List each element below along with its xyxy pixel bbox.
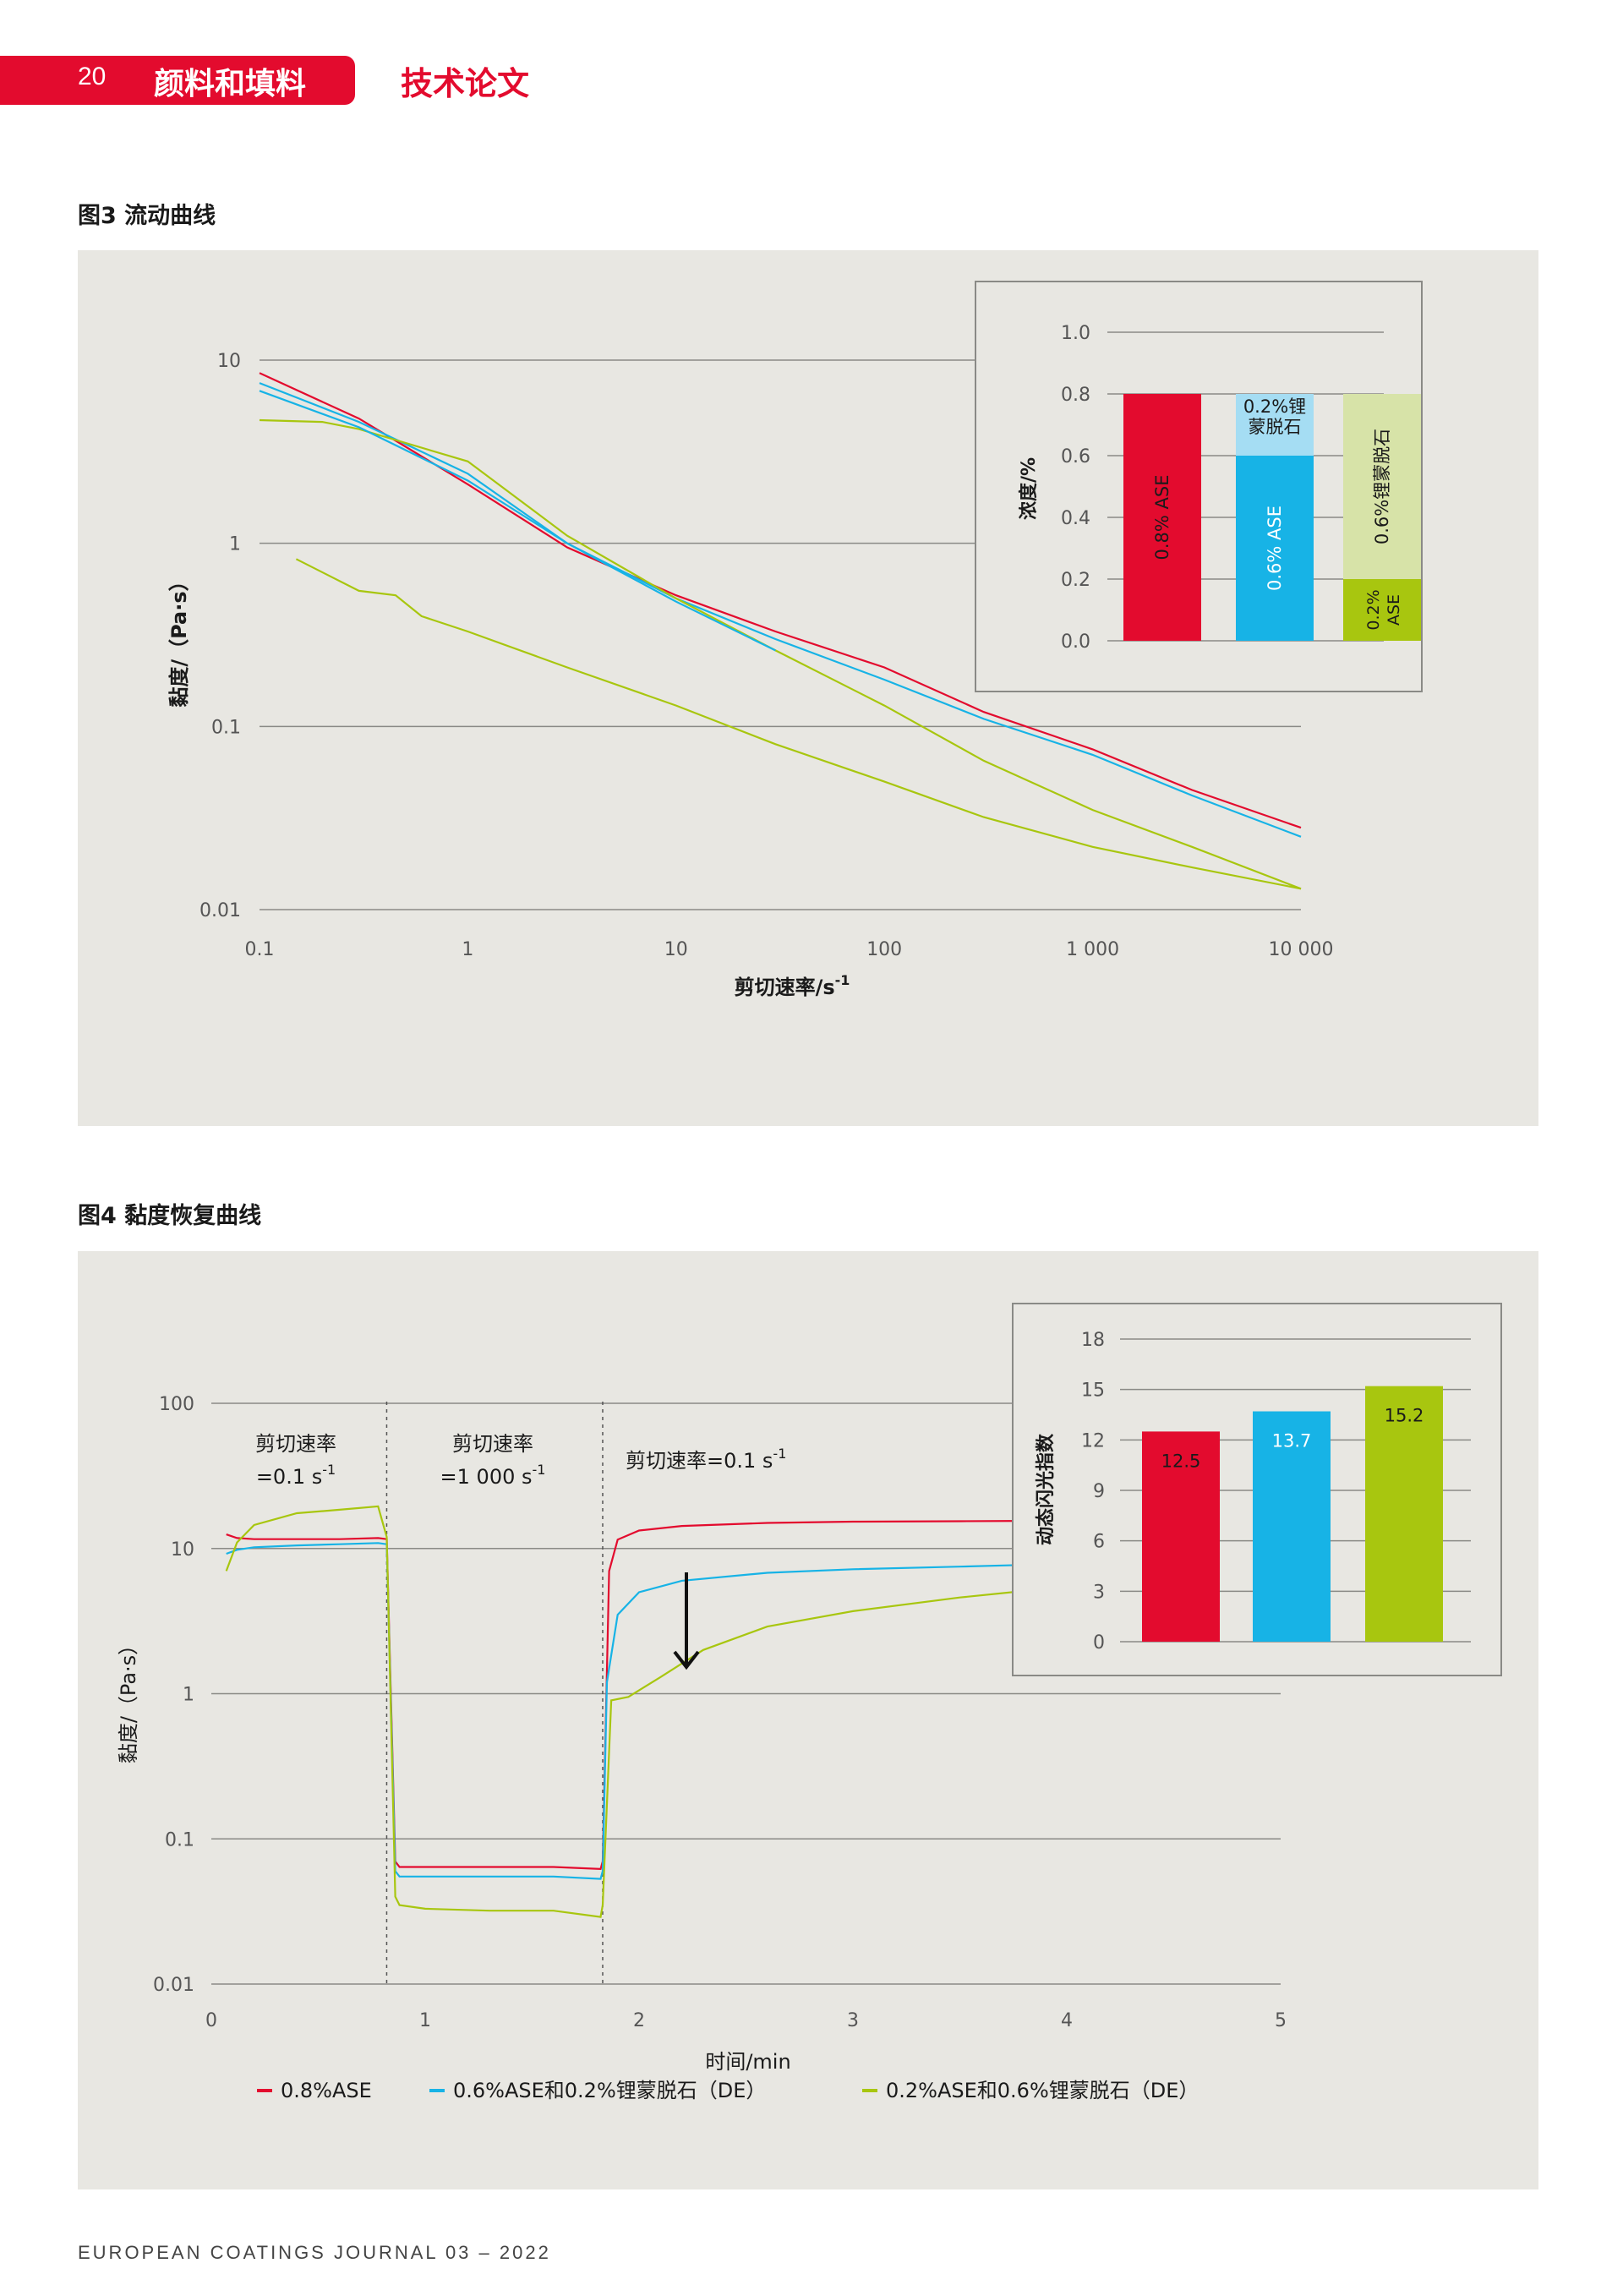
inset-y-tick-label: 1.0 xyxy=(1061,323,1090,344)
y-axis-label: 黏度/（Pa·s） xyxy=(167,571,191,707)
bar-segment-label-cont: 蒙脱石 xyxy=(1249,417,1302,437)
y-tick-label: 0.1 xyxy=(165,1829,194,1850)
figure3-panel: 10 1 0.1 0.01 0.1 1 10 100 1 000 10 000 剪切速率/s-1 黏度… xyxy=(78,250,1538,1126)
journal-footer: EUROPEAN COATINGS JOURNAL 03 – 2022 xyxy=(78,2242,551,2263)
bar-segment-label: 0.6%锂蒙脱石 xyxy=(1372,429,1392,544)
y-tick-label: 10 xyxy=(217,351,241,372)
inset-y-tick-label: 15 xyxy=(1081,1380,1105,1402)
inset-y-axis-label: 动态闪光指数 xyxy=(1035,1433,1057,1545)
bar-segment-label: 0.2% xyxy=(1364,589,1383,630)
inset-y-axis-label: 浓度/% xyxy=(1018,457,1040,520)
x-tick-label: 1 xyxy=(462,939,473,960)
x-tick-label: 3 xyxy=(847,2010,859,2031)
gloss-bar xyxy=(1142,1431,1220,1642)
concentration-bar-segment xyxy=(1236,394,1314,456)
figure3-title: 图3 流动曲线 xyxy=(78,203,216,229)
x-axis-label: 时间/min xyxy=(705,2050,790,2074)
x-tick-label: 5 xyxy=(1275,2010,1287,2031)
concentration-bar-segment xyxy=(1343,579,1421,641)
inset-y-tick-label: 6 xyxy=(1093,1532,1105,1553)
gloss-bar xyxy=(1253,1411,1331,1642)
y-tick-label: 1 xyxy=(229,534,241,555)
inset-y-tick-label: 0 xyxy=(1093,1632,1105,1654)
series-line-blue xyxy=(259,382,1302,838)
legend-label: 0.2%ASE和0.6%锂蒙脱石（DE） xyxy=(886,2079,1199,2102)
series-line-green xyxy=(259,418,1302,890)
x-tick-label: 10 000 xyxy=(1269,939,1334,960)
inset-y-tick-label: 0.6 xyxy=(1061,446,1090,467)
annotation-phase1-rate: =0.1 s-1 xyxy=(256,1462,336,1489)
bar-segment-label-cont: ASE xyxy=(1385,594,1403,626)
gloss-bar xyxy=(1365,1386,1443,1642)
gloss-bar-value-label: 15.2 xyxy=(1385,1406,1424,1426)
legend-label: 0.8%ASE xyxy=(281,2079,372,2102)
concentration-bar-segment xyxy=(1123,394,1201,641)
series-line-blue xyxy=(259,390,776,652)
y-tick-label: 0.1 xyxy=(211,717,241,738)
inset-y-tick-label: 9 xyxy=(1093,1481,1105,1502)
inset-y-tick-label: 18 xyxy=(1081,1330,1105,1351)
y-axis-label: 黏度/（Pa·s） xyxy=(117,1635,140,1763)
concentration-bar-segment xyxy=(1236,456,1314,641)
gloss-bar-value-label: 13.7 xyxy=(1272,1431,1312,1451)
y-tick-label: 100 xyxy=(159,1394,194,1415)
inset-y-tick-label: 0.4 xyxy=(1061,508,1090,529)
legend-label: 0.6%ASE和0.2%锂蒙脱石（DE） xyxy=(453,2079,766,2102)
x-tick-label: 1 000 xyxy=(1066,939,1119,960)
series-line-green xyxy=(295,558,1302,890)
x-tick-label: 0 xyxy=(205,2010,217,2031)
x-tick-label: 4 xyxy=(1061,2010,1073,2031)
section-title: 颜料和填料 xyxy=(154,67,307,101)
inset-y-tick-label: 3 xyxy=(1093,1582,1105,1603)
annotation-phase2-rate: =1 000 s-1 xyxy=(440,1462,546,1489)
header-bar xyxy=(0,56,355,105)
annotation-phase1: 剪切速率 xyxy=(255,1432,336,1456)
series-line-red xyxy=(226,1520,1025,1871)
gloss-bar-value-label: 12.5 xyxy=(1161,1451,1201,1471)
annotation-phase3: 剪切速率=0.1 s-1 xyxy=(626,1446,786,1473)
inset-y-tick-label: 0.0 xyxy=(1061,631,1090,653)
x-tick-label: 100 xyxy=(866,939,902,960)
y-tick-label: 0.01 xyxy=(199,900,241,921)
x-tick-label: 2 xyxy=(633,2010,645,2031)
y-tick-label: 10 xyxy=(171,1539,194,1561)
bar-segment-label: 0.6% ASE xyxy=(1265,506,1285,591)
concentration-bar-segment xyxy=(1343,394,1421,579)
series-line-blue xyxy=(226,1542,1025,1880)
y-tick-label: 1 xyxy=(183,1685,194,1706)
bar-segment-label: 0.2%锂 xyxy=(1243,396,1306,417)
x-tick-label: 1 xyxy=(419,2010,431,2031)
x-tick-label: 10 xyxy=(664,939,688,960)
inset-y-tick-label: 0.8 xyxy=(1061,385,1090,406)
figure4-panel: 100 10 1 0.1 0.01 0 1 2 3 4 5 时间/min 黏度/（Pa·s） 剪切速率 =0… xyxy=(78,1251,1538,2189)
bar-segment-label: 0.8% ASE xyxy=(1152,475,1172,560)
x-axis-label: 剪切速率/s-1 xyxy=(735,972,850,999)
inset-y-tick-label: 0.2 xyxy=(1061,570,1090,591)
article-type: 技术论文 xyxy=(401,65,530,102)
y-tick-label: 0.01 xyxy=(153,1975,194,1996)
figure4-title: 图4 黏度恢复曲线 xyxy=(78,1203,262,1229)
inset-y-tick-label: 12 xyxy=(1081,1430,1105,1451)
x-tick-label: 0.1 xyxy=(245,939,275,960)
page-number: 20 xyxy=(78,63,107,90)
recovery-arrow-head xyxy=(673,1650,700,1670)
annotation-phase2: 剪切速率 xyxy=(452,1432,533,1456)
series-line-green xyxy=(225,1505,1025,1918)
